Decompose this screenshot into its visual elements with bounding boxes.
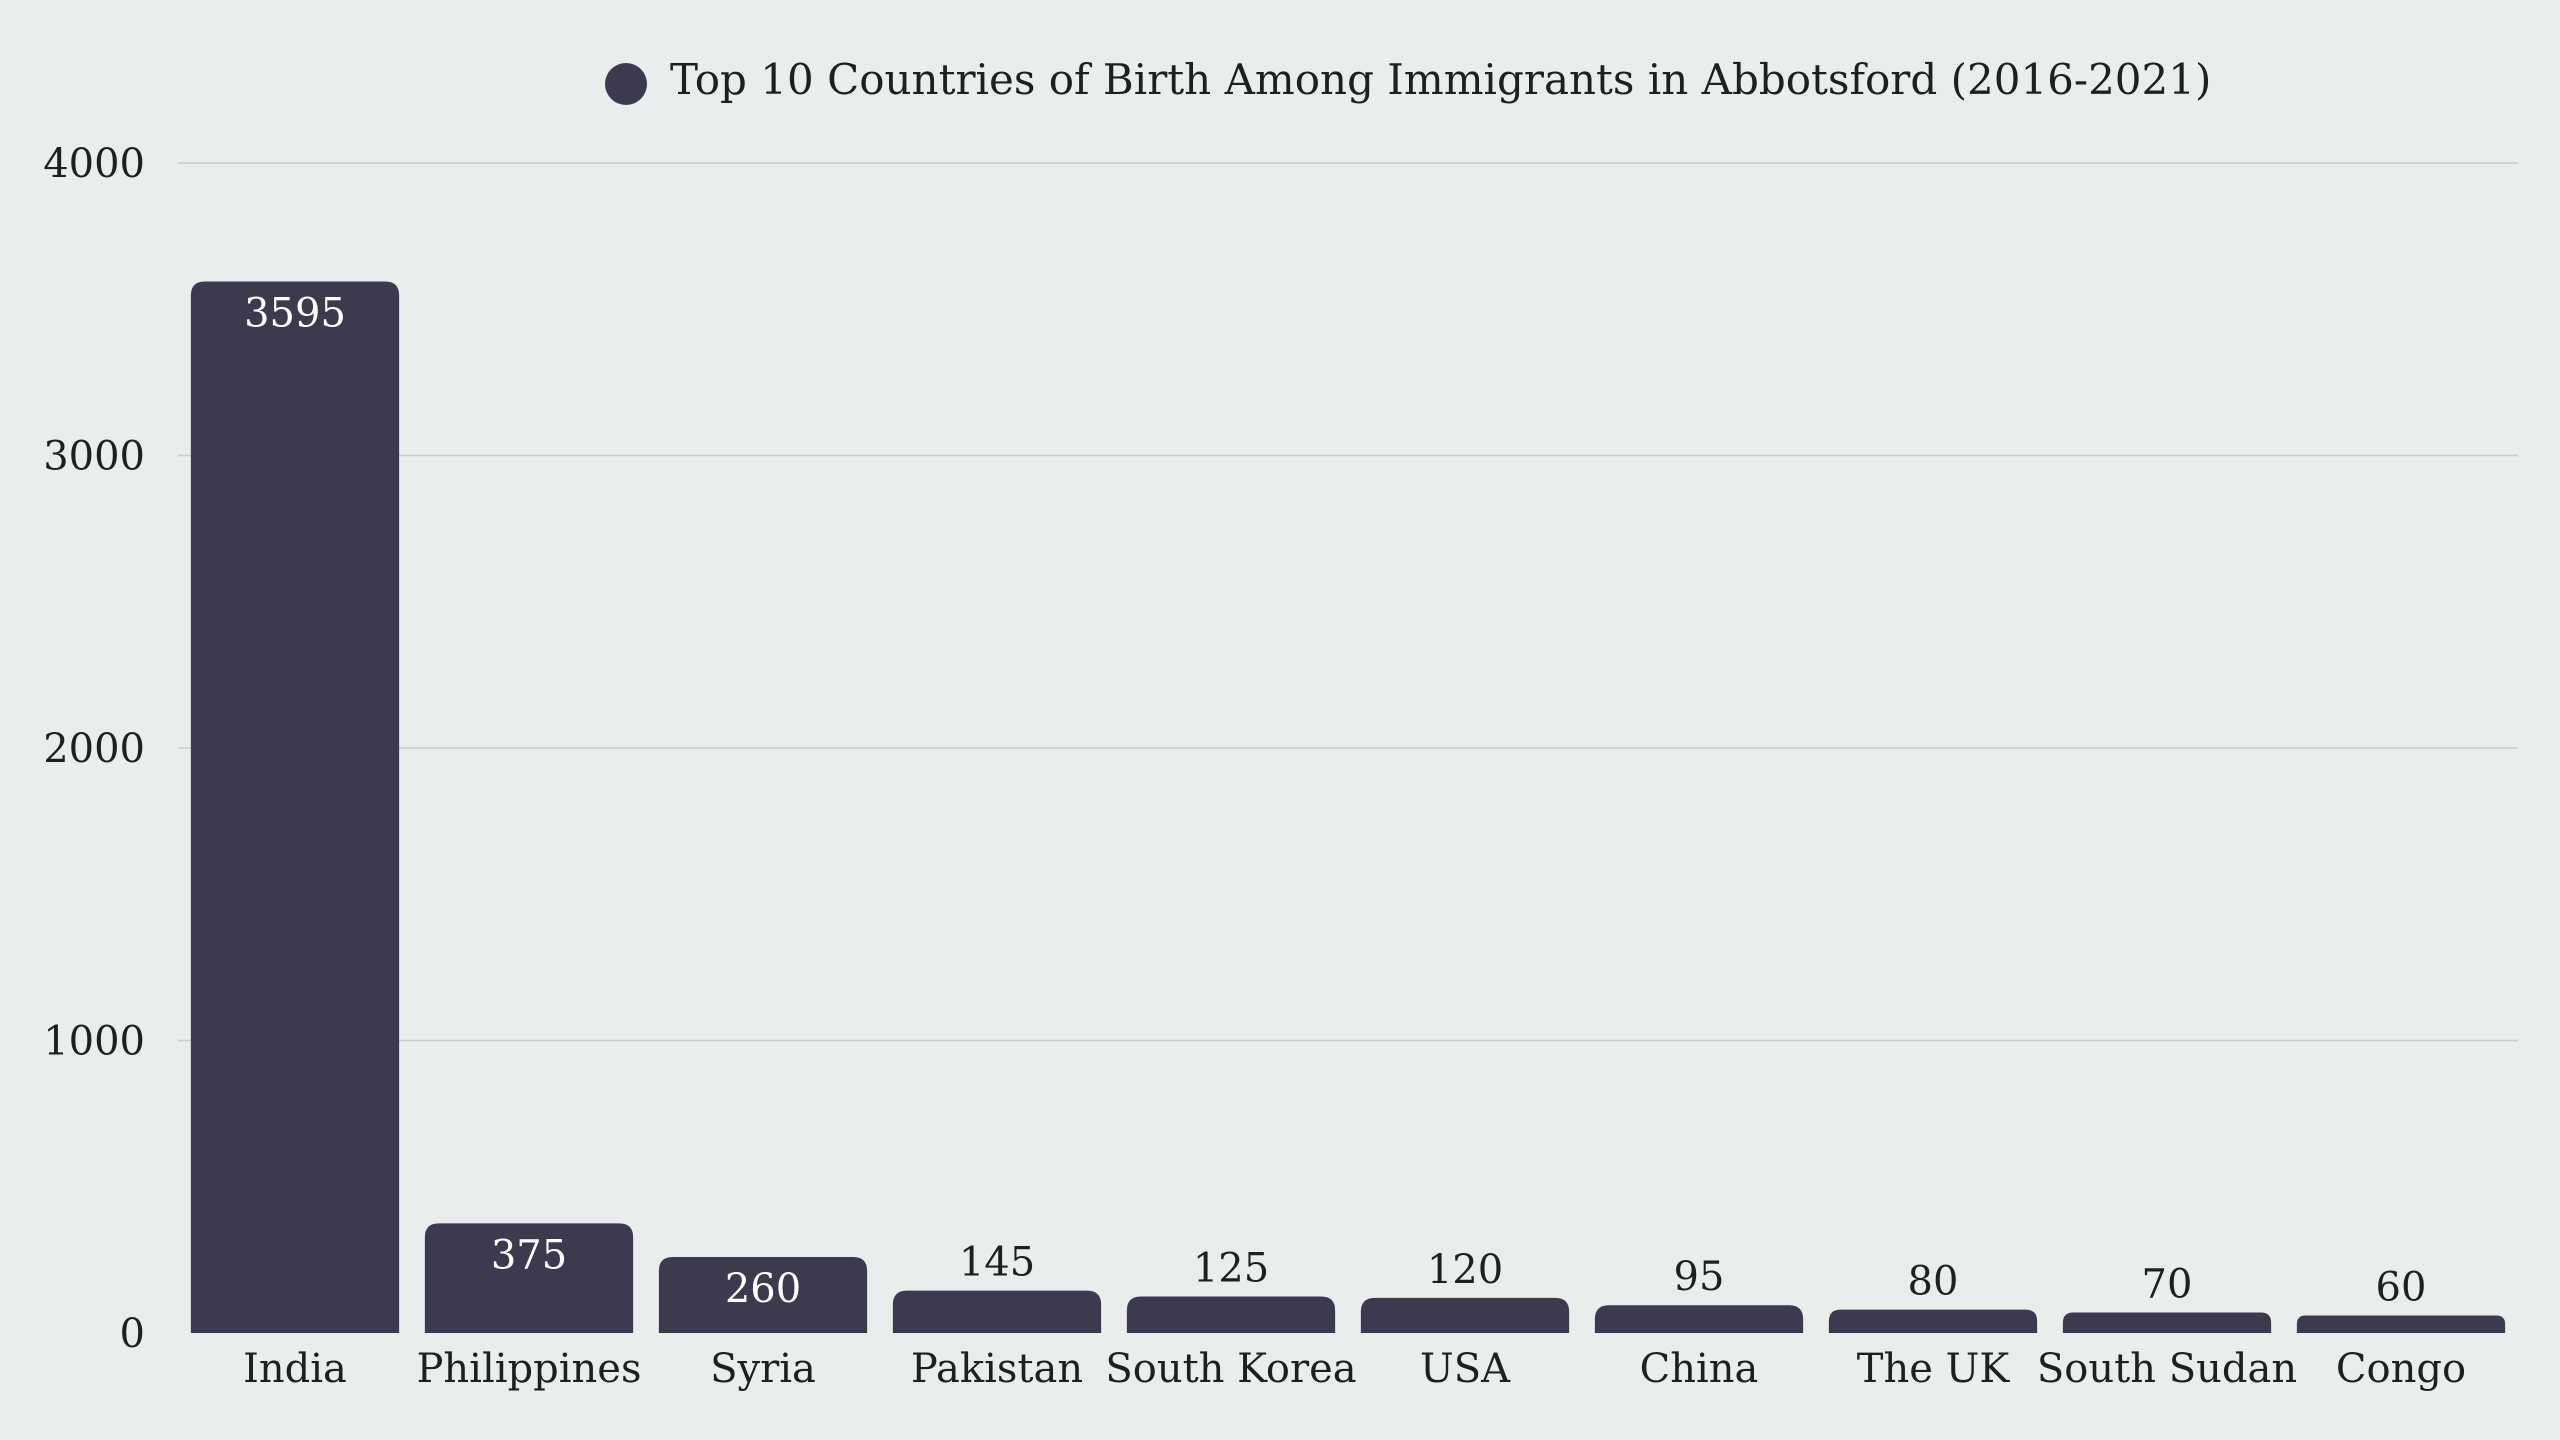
data-label: 60 xyxy=(2376,1264,2427,1310)
bar xyxy=(1360,1297,1570,1333)
bar xyxy=(658,1256,868,1333)
x-tick-label: Syria xyxy=(710,1346,816,1392)
x-tick-label: The UK xyxy=(1857,1346,2011,1392)
grid-lines xyxy=(178,162,2518,1042)
x-tick-label: Philippines xyxy=(416,1346,641,1392)
bar xyxy=(1126,1296,1336,1333)
data-label: 3595 xyxy=(244,290,346,336)
bar xyxy=(424,1223,634,1333)
x-tick-label: South Korea xyxy=(1105,1346,1356,1392)
data-label: 120 xyxy=(1427,1247,1503,1293)
y-tick-label: 1000 xyxy=(43,1019,145,1065)
bars: 3595 375 260 145 125 120 95 80 70 60 xyxy=(190,281,2506,1333)
x-tick-label: USA xyxy=(1420,1346,1511,1392)
x-axis: India Philippines Syria Pakistan South Korea… xyxy=(243,1346,2466,1392)
bar xyxy=(892,1290,1102,1333)
legend-swatch xyxy=(605,63,647,105)
y-axis: 0 1000 2000 3000 4000 xyxy=(43,141,145,1357)
data-label: 80 xyxy=(1908,1259,1959,1305)
legend: Top 10 Countries of Birth Among Immigran… xyxy=(605,55,2211,105)
bar xyxy=(1828,1309,2038,1333)
bar xyxy=(190,281,400,1333)
y-tick-label: 4000 xyxy=(43,141,145,187)
data-label: 375 xyxy=(491,1232,567,1278)
data-label: 145 xyxy=(959,1240,1035,1286)
y-tick-label: 2000 xyxy=(43,726,145,772)
y-tick-label: 0 xyxy=(120,1311,145,1357)
x-tick-label: Pakistan xyxy=(911,1346,1083,1392)
x-tick-label: South Sudan xyxy=(2037,1346,2297,1392)
x-tick-label: China xyxy=(1640,1346,1759,1392)
bar xyxy=(2062,1312,2272,1333)
y-tick-label: 3000 xyxy=(43,434,145,480)
data-label: 125 xyxy=(1193,1245,1269,1291)
x-tick-label: Congo xyxy=(2336,1346,2466,1392)
data-label: 70 xyxy=(2142,1262,2193,1308)
x-tick-label: India xyxy=(243,1346,347,1392)
bar xyxy=(1594,1305,1804,1333)
bar xyxy=(2296,1315,2506,1333)
legend-label: Top 10 Countries of Birth Among Immigran… xyxy=(670,55,2211,104)
data-label: 260 xyxy=(725,1266,801,1312)
data-label: 95 xyxy=(1674,1254,1725,1300)
